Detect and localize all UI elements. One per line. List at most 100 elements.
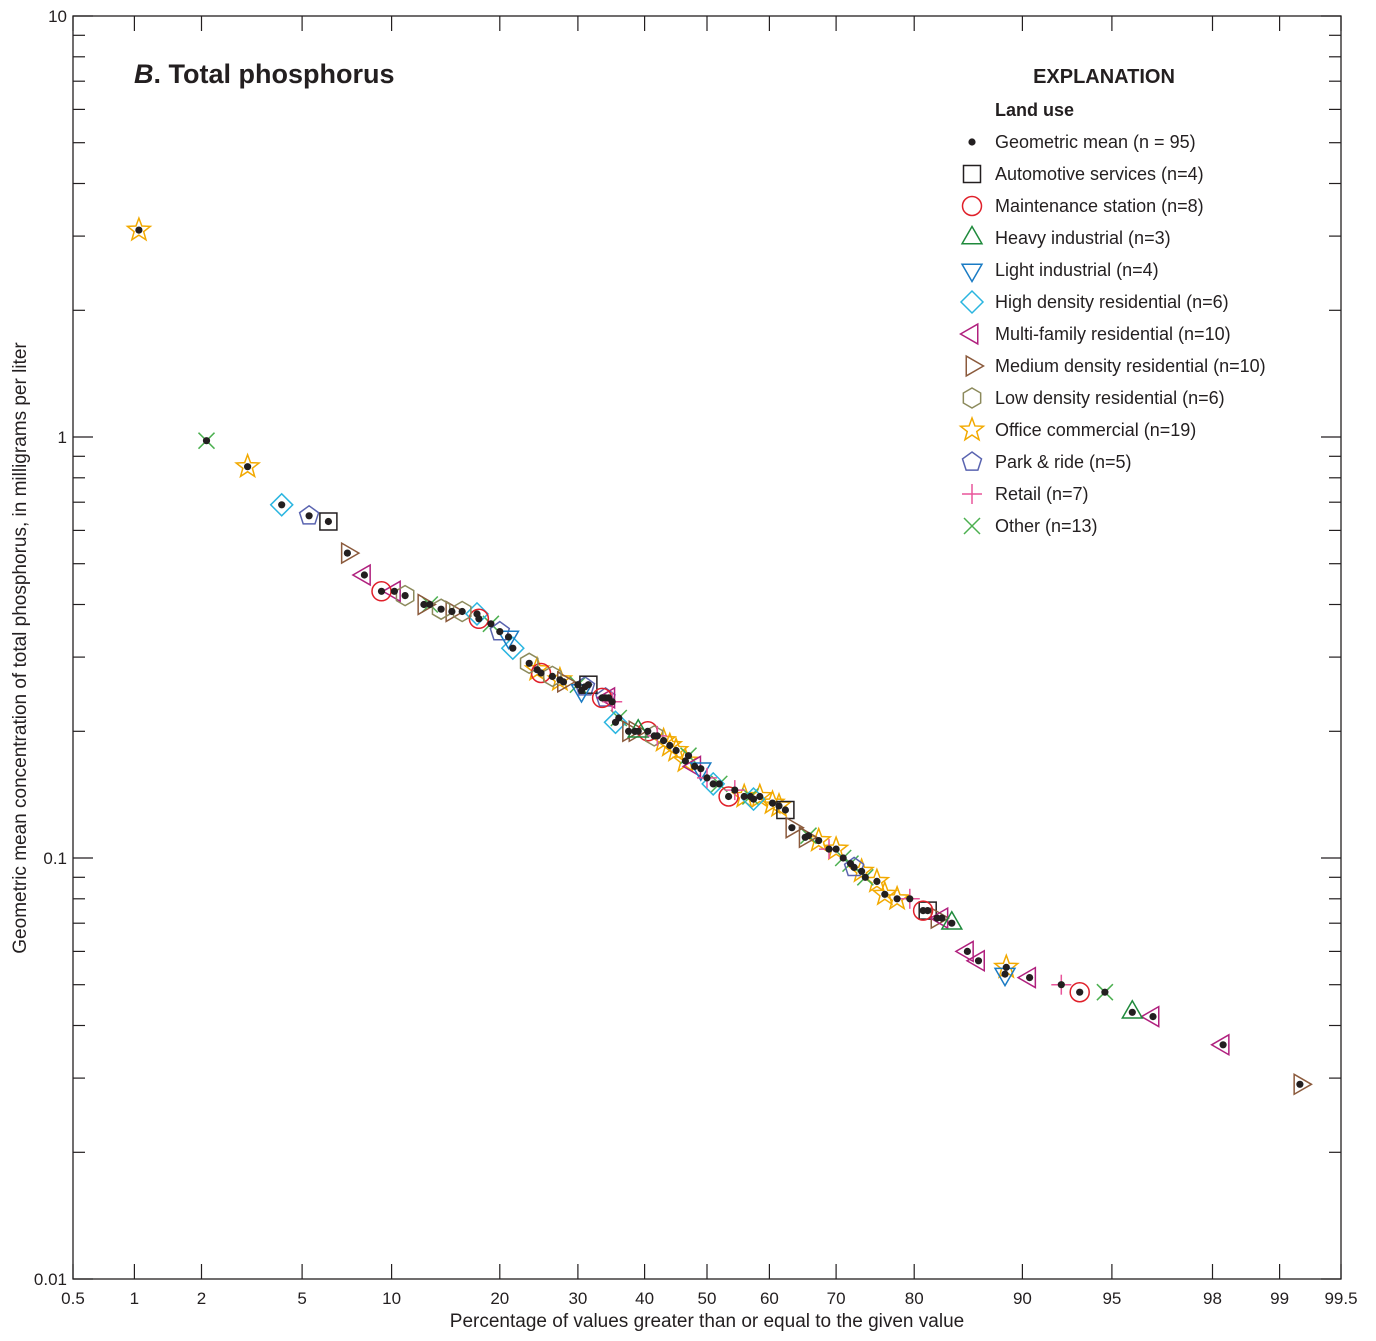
point-triangle-right-4 xyxy=(622,720,642,743)
mean-dot-93 xyxy=(1057,981,1065,989)
mean-dot-76 xyxy=(437,605,445,613)
point-triangle-left-4 xyxy=(954,940,974,963)
mean-dot-33 xyxy=(509,644,517,652)
mean-dot-27 xyxy=(861,873,869,881)
mean-dot-0 xyxy=(135,226,143,234)
x-tick-label-6: 30 xyxy=(568,1289,587,1308)
legend-label-2: Maintenance station (n=8) xyxy=(995,196,1204,216)
mean-dot-16 xyxy=(1002,963,1010,971)
point-star-15 xyxy=(883,884,911,911)
mean-dot-30 xyxy=(574,681,582,689)
point-circle-7 xyxy=(1069,981,1090,1003)
legend-subheading: Land use xyxy=(995,100,1074,120)
point-pentagon-0 xyxy=(298,504,320,525)
legend-heading: EXPLANATION xyxy=(1033,66,1175,88)
mean-dot-94 xyxy=(608,698,616,706)
legend-label-4: Light industrial (n=4) xyxy=(995,260,1159,280)
legend-marker-triangle-down xyxy=(960,263,984,283)
mean-dot-24 xyxy=(715,780,723,788)
legend-label-10: Park & ride (n=5) xyxy=(995,452,1132,472)
axis-ticks xyxy=(72,15,1342,1280)
mean-dot-62 xyxy=(974,957,983,965)
point-star-11 xyxy=(822,834,850,861)
mean-dot-49 xyxy=(448,607,456,616)
mean-dot-19 xyxy=(202,437,211,445)
point-circle-6 xyxy=(912,900,934,921)
mean-dot-15 xyxy=(893,895,901,903)
point-triangle-right-0 xyxy=(340,541,361,565)
legend-label-0: Geometric mean (n = 95) xyxy=(995,132,1196,152)
legend: EXPLANATION Land use Geometric mean (n =… xyxy=(958,66,1266,536)
mean-dot-92 xyxy=(906,895,914,903)
legend-label-7: Medium density residential (n=10) xyxy=(995,356,1266,376)
point-star-8 xyxy=(746,782,774,808)
data-markers xyxy=(125,215,1313,1096)
mean-dot-42 xyxy=(850,863,858,872)
legend-label-6: Multi-family residential (n=10) xyxy=(995,324,1231,344)
y-axis-label: Geometric mean concentration of total ph… xyxy=(10,342,31,954)
mean-dot-88 xyxy=(653,732,661,740)
point-square-0 xyxy=(319,512,338,531)
point-triangle-up-0 xyxy=(940,910,964,930)
mean-dot-87 xyxy=(634,727,642,735)
mean-dot-10 xyxy=(815,837,823,845)
x-tick-label-0: 0.5 xyxy=(61,1289,85,1308)
geometric-mean-dots xyxy=(135,226,1304,1088)
mean-dot-73 xyxy=(919,907,927,915)
legend-label-5: High density residential (n=6) xyxy=(995,292,1229,312)
legend-marker-circle xyxy=(961,195,983,217)
x-tick-labels: 0.5 1 2 5 10 20 30 40 50 60 70 80 90 95 98 99 99.5 xyxy=(61,1289,1357,1308)
point-pentagon-1 xyxy=(489,620,511,641)
mean-dot-65 xyxy=(1219,1041,1227,1049)
x-tick-label-11: 80 xyxy=(905,1289,924,1308)
mean-dot-47 xyxy=(343,549,351,557)
point-triangle-left-5 xyxy=(965,949,985,973)
point-triangle-left-7 xyxy=(1140,1005,1160,1028)
mean-dot-84 xyxy=(1001,970,1009,978)
point-diamond-1 xyxy=(500,636,525,661)
legend-marker-plus xyxy=(962,484,982,504)
mean-dot-58 xyxy=(390,587,398,595)
x-tick-label-8: 50 xyxy=(698,1289,717,1308)
point-star-1 xyxy=(234,452,262,479)
mean-dot-57 xyxy=(360,571,368,579)
mean-dot-14 xyxy=(881,890,889,898)
mean-dot-8 xyxy=(756,792,764,801)
x-tick-label-16: 99.5 xyxy=(1324,1289,1357,1308)
mean-dot-64 xyxy=(1149,1013,1157,1021)
mean-dot-21 xyxy=(487,620,495,628)
point-triangle-down-0 xyxy=(497,630,520,650)
mean-dot-5 xyxy=(672,746,680,755)
x-tick-label-13: 95 xyxy=(1102,1289,1121,1308)
mean-dot-17 xyxy=(775,802,783,810)
mean-dot-20 xyxy=(1101,988,1109,996)
legend-marker-triangle-left xyxy=(959,322,979,346)
point-triangle-down-1 xyxy=(570,684,593,704)
mean-dot-72 xyxy=(725,792,733,801)
x-tick-label-7: 40 xyxy=(635,1289,654,1308)
legend-label-9: Office commercial (n=19) xyxy=(995,420,1196,440)
x-tick-label-2: 2 xyxy=(197,1289,206,1308)
x-tick-label-15: 99 xyxy=(1270,1289,1289,1308)
mean-dot-18 xyxy=(666,741,674,750)
mean-dot-1 xyxy=(244,463,252,471)
mean-dot-13 xyxy=(873,877,881,886)
mean-dot-44 xyxy=(584,681,593,689)
legend-marker-hexagon xyxy=(962,387,982,409)
legend-marker-pentagon xyxy=(961,451,983,471)
mean-dot-61 xyxy=(963,947,972,956)
legend-label-3: Heavy industrial (n=3) xyxy=(995,228,1171,248)
mean-dot-82 xyxy=(577,686,586,695)
point-circle-1 xyxy=(468,608,490,630)
legend-label-8: Low density residential (n=6) xyxy=(995,388,1225,408)
y-tick-labels: 0.01 0.1 1 10 xyxy=(34,7,67,1289)
point-triangle-left-8 xyxy=(1210,1033,1230,1057)
legend-label-11: Retail (n=7) xyxy=(995,484,1089,504)
mean-dot-52 xyxy=(788,824,796,832)
mean-dot-32 xyxy=(278,501,286,509)
mean-dot-75 xyxy=(401,592,409,600)
point-star-14 xyxy=(871,880,899,906)
point-star-0 xyxy=(125,215,153,242)
x-tick-label-9: 60 xyxy=(760,1289,779,1308)
